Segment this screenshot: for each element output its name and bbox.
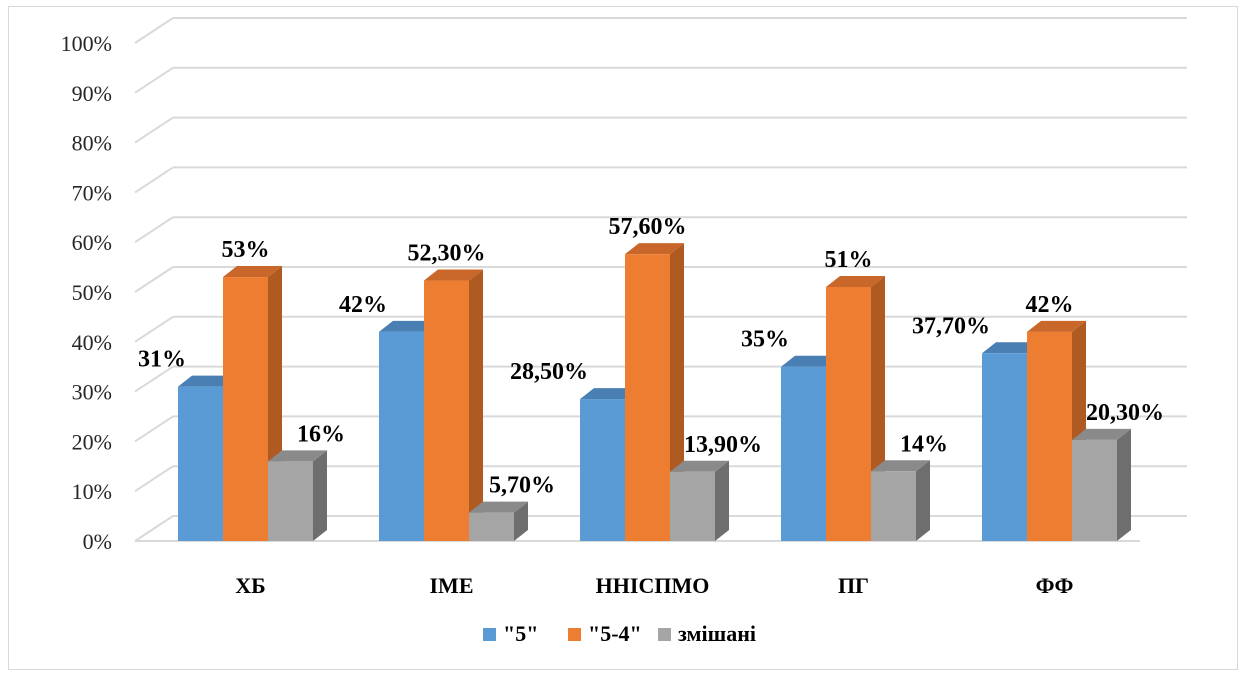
gridline-depth (134, 365, 174, 393)
gridline-depth (134, 17, 174, 44)
bar-top (223, 266, 282, 278)
bar (625, 254, 670, 542)
bar-top (580, 388, 639, 400)
gridline-depth (134, 315, 174, 343)
bar-top (268, 450, 327, 462)
bar-top (469, 501, 528, 513)
bar-top (424, 269, 483, 281)
y-tick-label: 50% (72, 280, 112, 305)
x-category-label: ННІСПМО (596, 573, 710, 598)
bar (580, 399, 625, 541)
data-label: 14% (900, 431, 948, 457)
legend-swatch (658, 628, 671, 641)
y-tick-label: 60% (72, 230, 112, 255)
data-label: 28,50% (510, 359, 588, 385)
gridline-depth (134, 515, 174, 542)
bar (268, 461, 313, 541)
bar-side (916, 460, 930, 541)
bar (178, 386, 223, 541)
bar (982, 353, 1027, 541)
bar-top (826, 276, 885, 288)
data-label: 42% (1026, 292, 1074, 318)
gridline-depth (134, 266, 174, 293)
bar-top (781, 355, 840, 367)
legend-label: "5" (503, 621, 538, 646)
bar (469, 512, 514, 541)
gridline-depth (134, 216, 174, 244)
data-label: 37,70% (912, 313, 990, 339)
data-label: 52,30% (408, 241, 486, 267)
x-category-label: ПГ (838, 573, 869, 598)
data-label: 31% (138, 347, 186, 373)
bar-top (1027, 320, 1086, 332)
y-tick-label: 10% (72, 479, 112, 504)
legend-swatch (483, 628, 496, 641)
bar (781, 366, 826, 541)
data-label: 53% (222, 237, 270, 263)
bar (424, 280, 469, 541)
bar-top (982, 342, 1041, 354)
gridline-depth (134, 66, 174, 94)
x-category-label: ФФ (1036, 573, 1074, 598)
bar-side (313, 450, 327, 541)
y-tick-label: 70% (72, 180, 112, 205)
bar (1027, 331, 1072, 541)
bar-top (871, 460, 930, 472)
y-tick-label: 0% (83, 529, 112, 554)
legend-label: змішані (678, 621, 756, 646)
bar (871, 471, 916, 541)
data-label: 16% (297, 421, 345, 447)
legend-label: "5-4" (588, 621, 642, 646)
data-label: 13,90% (684, 432, 762, 458)
y-tick-label: 90% (72, 81, 112, 106)
bar-side (469, 269, 483, 541)
y-tick-label: 20% (72, 429, 112, 454)
bar-side (1117, 428, 1131, 541)
bar-top (670, 460, 729, 472)
x-category-label: ХБ (235, 573, 265, 598)
y-tick-label: 40% (72, 330, 112, 355)
bar-top (625, 243, 684, 255)
x-category-label: ІМЕ (430, 573, 474, 598)
data-label: 20,30% (1086, 400, 1164, 426)
bar (379, 331, 424, 541)
bar-top (1072, 428, 1131, 440)
y-tick-label: 80% (72, 131, 112, 156)
bar-side (514, 501, 528, 541)
bar-top (379, 320, 438, 332)
gridline-depth (134, 465, 174, 493)
gridline-depth (134, 166, 174, 194)
gridline-depth (134, 415, 174, 443)
data-label: 5,70% (489, 473, 555, 499)
gridline-depth (134, 116, 174, 144)
y-tick-label: 30% (72, 380, 112, 405)
bar (826, 287, 871, 541)
legend-swatch (568, 628, 581, 641)
y-tick-label: 100% (61, 31, 112, 56)
data-label: 42% (339, 292, 387, 318)
bar (1072, 439, 1117, 541)
data-label: 51% (825, 247, 873, 273)
bar-side (715, 460, 729, 541)
bar-top (178, 375, 237, 387)
data-label: 57,60% (609, 214, 687, 240)
bar (670, 471, 715, 541)
bar (223, 277, 268, 541)
data-label: 35% (741, 327, 789, 353)
